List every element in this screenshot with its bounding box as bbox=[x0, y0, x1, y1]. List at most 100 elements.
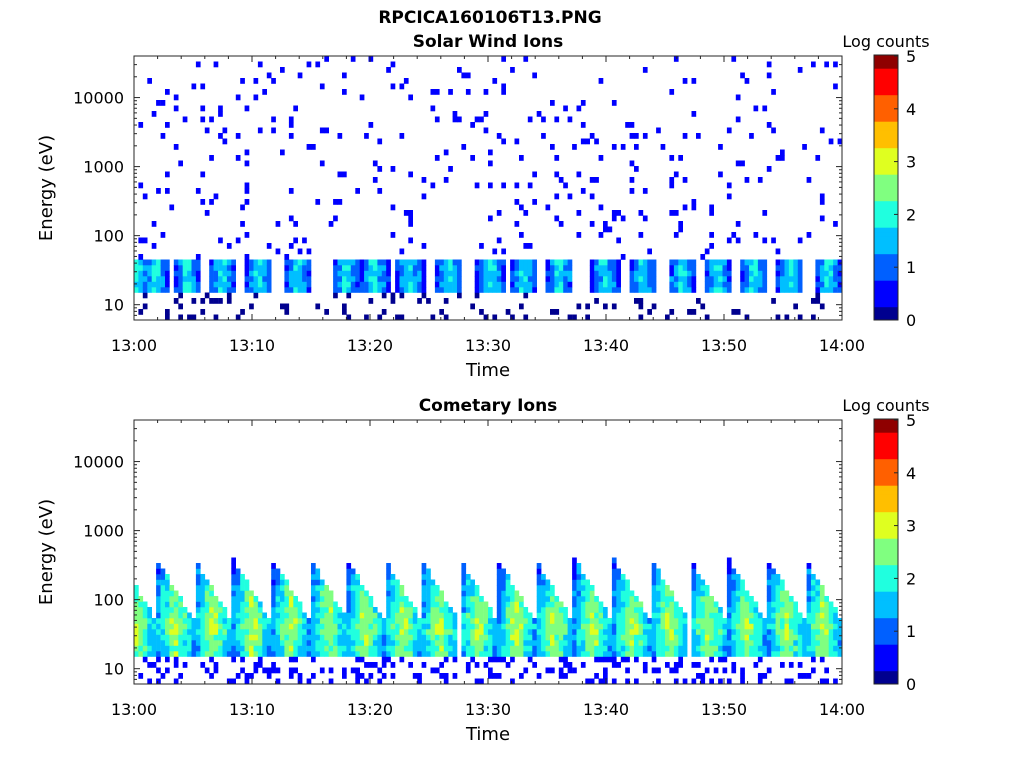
spectrogram-cell bbox=[541, 133, 546, 139]
spectrogram-cell bbox=[368, 645, 374, 652]
spectrogram-cell bbox=[195, 61, 201, 68]
spectrogram-cell bbox=[399, 629, 405, 635]
spectrogram-cell bbox=[811, 612, 816, 619]
spectrogram-cell bbox=[731, 607, 737, 613]
spectrogram-cell bbox=[740, 259, 745, 266]
spectrogram-cell bbox=[762, 265, 768, 271]
spectrogram-cell bbox=[302, 645, 307, 652]
spectrogram-cell bbox=[625, 678, 630, 685]
spectrogram-cell bbox=[625, 629, 630, 635]
spectrogram-cell bbox=[395, 590, 400, 597]
spectrogram-cell bbox=[744, 177, 750, 183]
spectrogram-cell bbox=[470, 590, 475, 597]
spectrogram-cell bbox=[173, 270, 179, 277]
spectrogram-cell bbox=[253, 623, 259, 630]
spectrogram-cell bbox=[625, 579, 630, 586]
colorbar-segment bbox=[874, 138, 898, 144]
spectrogram-cell bbox=[151, 281, 157, 288]
spectrogram-cell bbox=[665, 662, 670, 668]
spectrogram-cell bbox=[532, 640, 537, 646]
spectrogram-cell bbox=[660, 623, 666, 630]
spectrogram-cell bbox=[249, 640, 254, 646]
spectrogram-cell bbox=[749, 265, 754, 271]
spectrogram-cell bbox=[342, 623, 347, 630]
spectrogram-cell bbox=[726, 287, 732, 293]
spectrogram-cell bbox=[337, 645, 343, 652]
spectrogram-cell bbox=[744, 590, 750, 597]
spectrogram-cell bbox=[271, 568, 276, 575]
spectrogram-cell bbox=[408, 215, 413, 222]
spectrogram-cell bbox=[173, 298, 179, 304]
spectrogram-cell bbox=[554, 215, 560, 222]
spectrogram-cell bbox=[629, 601, 635, 608]
spectrogram-cell bbox=[558, 634, 564, 641]
spectrogram-cell bbox=[833, 270, 838, 277]
spectrogram-cell bbox=[204, 618, 210, 624]
spectrogram-cell bbox=[156, 287, 161, 293]
spectrogram-cell bbox=[660, 651, 666, 657]
spectrogram-cell bbox=[350, 259, 356, 266]
spectrogram-cell bbox=[815, 629, 821, 635]
spectrogram-cell bbox=[222, 618, 228, 624]
spectrogram-cell bbox=[496, 276, 502, 282]
spectrogram-cell bbox=[536, 596, 542, 602]
spectrogram-cell bbox=[306, 623, 312, 630]
spectrogram-cell bbox=[766, 612, 772, 619]
spectrogram-cell bbox=[448, 287, 453, 293]
colorbar-segment bbox=[874, 284, 898, 290]
spectrogram-cell bbox=[474, 612, 480, 619]
panel-1-title: Solar Wind Ions bbox=[412, 32, 564, 52]
spectrogram-cell bbox=[359, 585, 365, 591]
spectrogram-cell bbox=[293, 667, 298, 674]
spectrogram-cell bbox=[293, 623, 298, 630]
spectrogram-cell bbox=[240, 607, 245, 613]
spectrogram-cell bbox=[510, 601, 515, 608]
colorbar-segment bbox=[874, 253, 898, 259]
spectrogram-cell bbox=[240, 618, 245, 624]
spectrogram-cell bbox=[284, 634, 290, 641]
spectrogram-cell bbox=[598, 618, 604, 624]
spectrogram-cell bbox=[775, 596, 781, 602]
spectrogram-cell bbox=[691, 579, 697, 586]
spectrogram-cell bbox=[390, 629, 396, 635]
spectrogram-cell bbox=[253, 662, 259, 668]
spectrogram-cell bbox=[342, 281, 347, 288]
spectrogram-cell bbox=[147, 276, 152, 282]
spectrogram-cell bbox=[479, 270, 484, 277]
spectrogram-cell bbox=[488, 656, 493, 663]
spectrogram-cell bbox=[660, 144, 666, 150]
spectrogram-cell bbox=[611, 579, 617, 586]
spectrogram-cell bbox=[647, 651, 652, 657]
spectrogram-cell bbox=[545, 585, 551, 591]
spectrogram-cell bbox=[704, 590, 710, 597]
spectrogram-cell bbox=[757, 276, 763, 282]
colorbar-tick-label: 4 bbox=[906, 100, 916, 119]
spectrogram-cell bbox=[408, 171, 413, 178]
spectrogram-cell bbox=[527, 618, 533, 624]
spectrogram-cell bbox=[178, 596, 183, 602]
spectrogram-cell bbox=[138, 237, 144, 244]
spectrogram-cell bbox=[187, 651, 192, 657]
spectrogram-cell bbox=[244, 270, 250, 277]
spectrogram-cell bbox=[673, 56, 679, 62]
spectrogram-cell bbox=[819, 281, 825, 288]
spectrogram-cell bbox=[572, 651, 577, 657]
spectrogram-cell bbox=[731, 667, 737, 674]
spectrogram-cell bbox=[766, 61, 772, 68]
spectrogram-cell bbox=[342, 287, 347, 293]
spectrogram-cell bbox=[762, 210, 768, 216]
spectrogram-cell bbox=[669, 210, 675, 216]
spectrogram-cell bbox=[209, 612, 214, 619]
spectrogram-cell bbox=[523, 634, 529, 641]
spectrogram-cell bbox=[811, 618, 816, 624]
spectrogram-cell bbox=[138, 607, 144, 613]
spectrogram-cell bbox=[691, 618, 697, 624]
spectrogram-cell bbox=[315, 574, 321, 580]
spectrogram-cell bbox=[824, 612, 829, 619]
spectrogram-cell bbox=[673, 210, 679, 216]
spectrogram-cell bbox=[545, 287, 551, 293]
spectrogram-cell bbox=[359, 618, 365, 624]
spectrogram-cell bbox=[346, 651, 352, 657]
spectrogram-cell bbox=[368, 618, 374, 624]
spectrogram-cell bbox=[567, 287, 573, 293]
